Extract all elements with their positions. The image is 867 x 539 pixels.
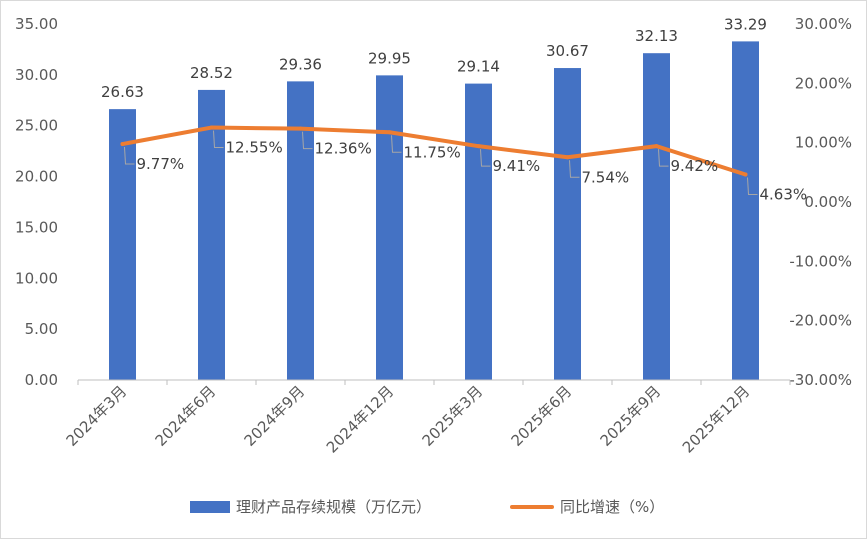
line-value-label: 9.42%: [671, 157, 719, 175]
bar-value-label: 29.36: [279, 55, 322, 73]
line-point: [743, 172, 748, 177]
left-tick-label: 15.00: [15, 218, 58, 236]
right-tick-label: -10.00%: [789, 252, 852, 270]
left-tick-label: 10.00: [15, 269, 58, 287]
line-point: [387, 130, 392, 135]
bar-value-label: 30.67: [546, 42, 589, 60]
line-value-label: 7.54%: [582, 168, 630, 186]
right-tick-label: -20.00%: [789, 312, 852, 330]
right-tick-label: 0.00%: [804, 193, 852, 211]
line-point: [209, 125, 214, 130]
left-tick-label: 35.00: [15, 15, 58, 33]
x-tick-label: 2025年9月: [597, 382, 665, 450]
x-tick-label: 2025年6月: [508, 382, 576, 450]
left-tick-label: 5.00: [25, 320, 58, 338]
label-leader-line: [124, 147, 135, 165]
bar-value-label: 33.29: [724, 15, 767, 33]
bar: [109, 109, 136, 380]
line-value-label: 11.75%: [404, 143, 461, 161]
bar-value-label: 32.13: [635, 27, 678, 45]
line-point: [476, 144, 481, 149]
right-tick-label: 10.00%: [795, 134, 852, 152]
x-tick-label: 2024年3月: [63, 382, 131, 450]
bar-value-label: 26.63: [101, 83, 144, 101]
bar: [554, 68, 581, 380]
legend-line-label: 同比增速（%）: [560, 498, 664, 516]
bar: [643, 53, 670, 380]
bar-data-labels: 26.63 28.52 29.36 29.95 29.14 30.67 32.13 33.29: [101, 15, 767, 101]
line-series: [120, 125, 748, 177]
x-tick-label: 2025年3月: [419, 382, 487, 450]
left-tick-label: 20.00: [15, 168, 58, 186]
line-point: [654, 144, 659, 149]
x-axis: 2024年3月 2024年6月 2024年9月 2024年12月 2025年3月 2025…: [63, 379, 791, 457]
label-leader-line: [658, 149, 669, 167]
bar-value-label: 29.14: [457, 58, 500, 76]
bar: [732, 41, 759, 381]
line-value-label: 4.63%: [760, 186, 808, 204]
right-tick-label: 20.00%: [795, 74, 852, 92]
x-tick-label: 2024年9月: [241, 382, 309, 450]
line-value-label: 9.77%: [137, 155, 185, 173]
line-point: [565, 155, 570, 160]
bar: [376, 75, 403, 380]
label-leader-line: [302, 131, 313, 150]
line-data-labels: 9.77% 12.55% 12.36% 11.75% 9.41% 7.54% 9.42% 4.…: [124, 130, 808, 204]
bar: [465, 83, 492, 381]
x-tick-label: 2025年12月: [679, 382, 753, 456]
right-tick-label: 30.00%: [795, 15, 852, 33]
left-tick-label: 25.00: [15, 117, 58, 135]
x-tick-label: 2024年12月: [323, 382, 397, 456]
bar-value-label: 28.52: [190, 64, 233, 82]
x-tick-label: 2024年6月: [152, 382, 220, 450]
bar: [287, 81, 314, 381]
label-leader-line: [747, 177, 758, 196]
line-value-label: 9.41%: [493, 157, 541, 175]
legend: 理财产品存续规模（万亿元） 同比增速（%）: [190, 498, 664, 516]
label-leader-line: [391, 135, 402, 153]
line-value-label: 12.55%: [226, 139, 283, 157]
line-point: [298, 126, 303, 131]
left-tick-label: 30.00: [15, 66, 58, 84]
legend-bar-label: 理财产品存续规模（万亿元）: [236, 498, 431, 516]
bar-series: [109, 41, 759, 381]
left-axis: 0.00 5.00 10.00 15.00 20.00 25.00 30.00 35.00: [15, 15, 58, 389]
label-leader-line: [213, 130, 224, 149]
bar-value-label: 29.95: [368, 49, 411, 67]
legend-bar-swatch: [190, 501, 230, 513]
bar: [198, 89, 225, 380]
line-value-label: 12.36%: [315, 140, 372, 158]
growth-line: [120, 125, 748, 177]
label-leader-line: [569, 160, 580, 178]
label-leader-line: [480, 149, 491, 167]
left-tick-label: 0.00: [25, 371, 58, 389]
right-tick-label: -30.00%: [789, 371, 852, 389]
right-axis: -30.00% -20.00% -10.00% 0.00% 10.00% 20.00% 30…: [789, 15, 852, 389]
line-point: [120, 142, 125, 147]
